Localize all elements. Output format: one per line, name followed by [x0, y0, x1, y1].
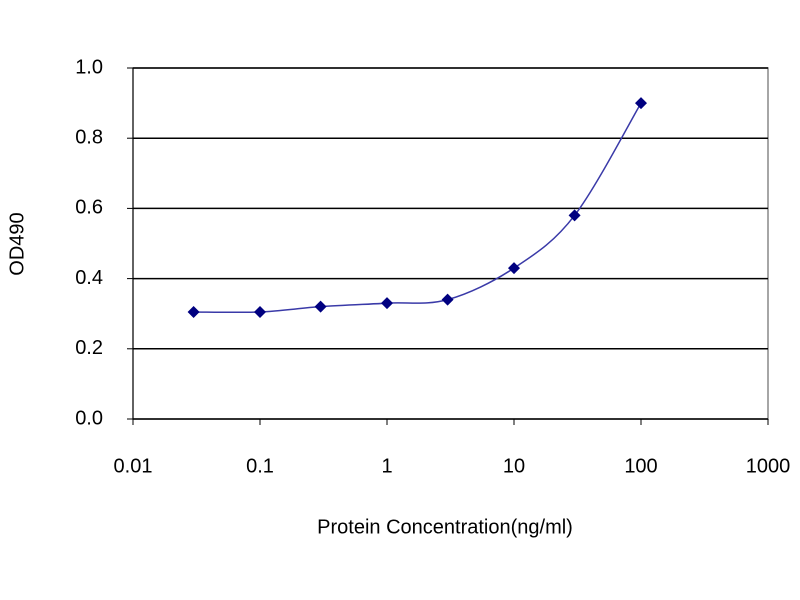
x-tick-label: 0.01 — [114, 455, 153, 477]
y-tick-label: 0.0 — [75, 407, 103, 429]
data-point — [254, 305, 266, 318]
data-point — [508, 262, 520, 275]
data-point — [314, 300, 327, 313]
y-tick-label: 1.0 — [75, 56, 103, 78]
data-point — [441, 293, 454, 306]
data-point — [381, 297, 393, 310]
data-point — [187, 305, 200, 318]
x-tick-label: 0.1 — [246, 455, 274, 477]
y-tick-label: 0.4 — [75, 267, 103, 289]
x-tick-label: 100 — [624, 455, 657, 477]
x-tick-label: 1 — [381, 455, 392, 477]
x-tick-label: 1000 — [746, 455, 791, 477]
y-tick-label: 0.8 — [75, 126, 103, 148]
data-point — [568, 209, 581, 222]
plot-area — [132, 67, 769, 420]
y-axis-label: OD490 — [6, 212, 28, 275]
data-point — [635, 97, 647, 110]
y-tick-label: 0.6 — [75, 197, 103, 219]
y-tick-label: 0.2 — [75, 337, 103, 359]
x-axis-label: Protein Concentration(ng/ml) — [317, 516, 573, 538]
x-tick-label: 10 — [503, 455, 525, 477]
